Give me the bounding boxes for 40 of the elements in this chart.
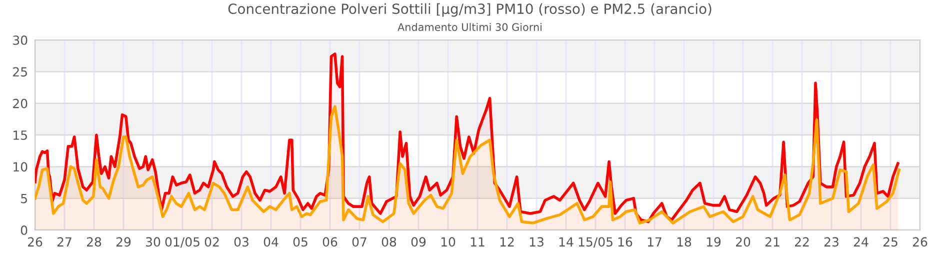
x-tick-label: 27 (57, 237, 72, 246)
chart-title: Concentrazione Polveri Sottili [µg/m3] PM10 (rosso) e PM2.5 (arancio) (228, 3, 712, 17)
x-tick-label: 02 (204, 237, 219, 247)
x-tick-label: 16 (618, 237, 632, 247)
x-tick-label: 12 (500, 237, 514, 246)
y-tick-label: 20 (13, 98, 28, 108)
x-tick-label: 21 (765, 237, 780, 246)
x-tick-label: 17 (648, 237, 662, 246)
x-tick-label: 11 (470, 237, 484, 246)
y-tick-label: 30 (13, 35, 28, 45)
x-tick-label: 23 (824, 237, 838, 247)
x-tick-label: 24 (854, 237, 868, 246)
x-tick-label: 18 (677, 237, 692, 247)
x-tick-label: 25 (883, 237, 898, 247)
x-tick-label: 09 (411, 237, 426, 247)
x-tick-label: 08 (382, 237, 396, 247)
y-tick-label: 5 (21, 194, 27, 204)
x-tick-label: 01/05 (165, 237, 200, 248)
x-tick-label: 15/05 (578, 237, 612, 248)
chart-subtitle: Andamento Ultimi 30 Giorni (398, 22, 542, 32)
y-tick-label: 25 (13, 67, 27, 77)
x-tick-label: 20 (736, 237, 750, 247)
x-tick-label: 30 (146, 237, 160, 247)
x-tick-label: 06 (322, 237, 338, 247)
x-tick-label: 26 (28, 237, 42, 247)
x-tick-label: 22 (794, 237, 809, 246)
y-tick-label: 15 (14, 130, 27, 140)
x-tick-label: 03 (234, 237, 248, 247)
x-tick-label: 28 (86, 237, 102, 247)
y-tick-label: 0 (20, 225, 28, 235)
x-tick-label: 05 (293, 237, 308, 247)
y-tick-label: 10 (14, 162, 28, 172)
x-tick-label: 07 (352, 237, 366, 247)
x-tick-label: 26 (912, 237, 928, 247)
x-tick-label: 29 (116, 237, 131, 247)
x-tick-label: 04 (264, 237, 278, 247)
x-tick-label: 13 (530, 237, 544, 247)
x-tick-label: 10 (441, 237, 456, 247)
x-tick-label: 19 (706, 237, 721, 247)
x-tick-label: 14 (559, 237, 574, 246)
